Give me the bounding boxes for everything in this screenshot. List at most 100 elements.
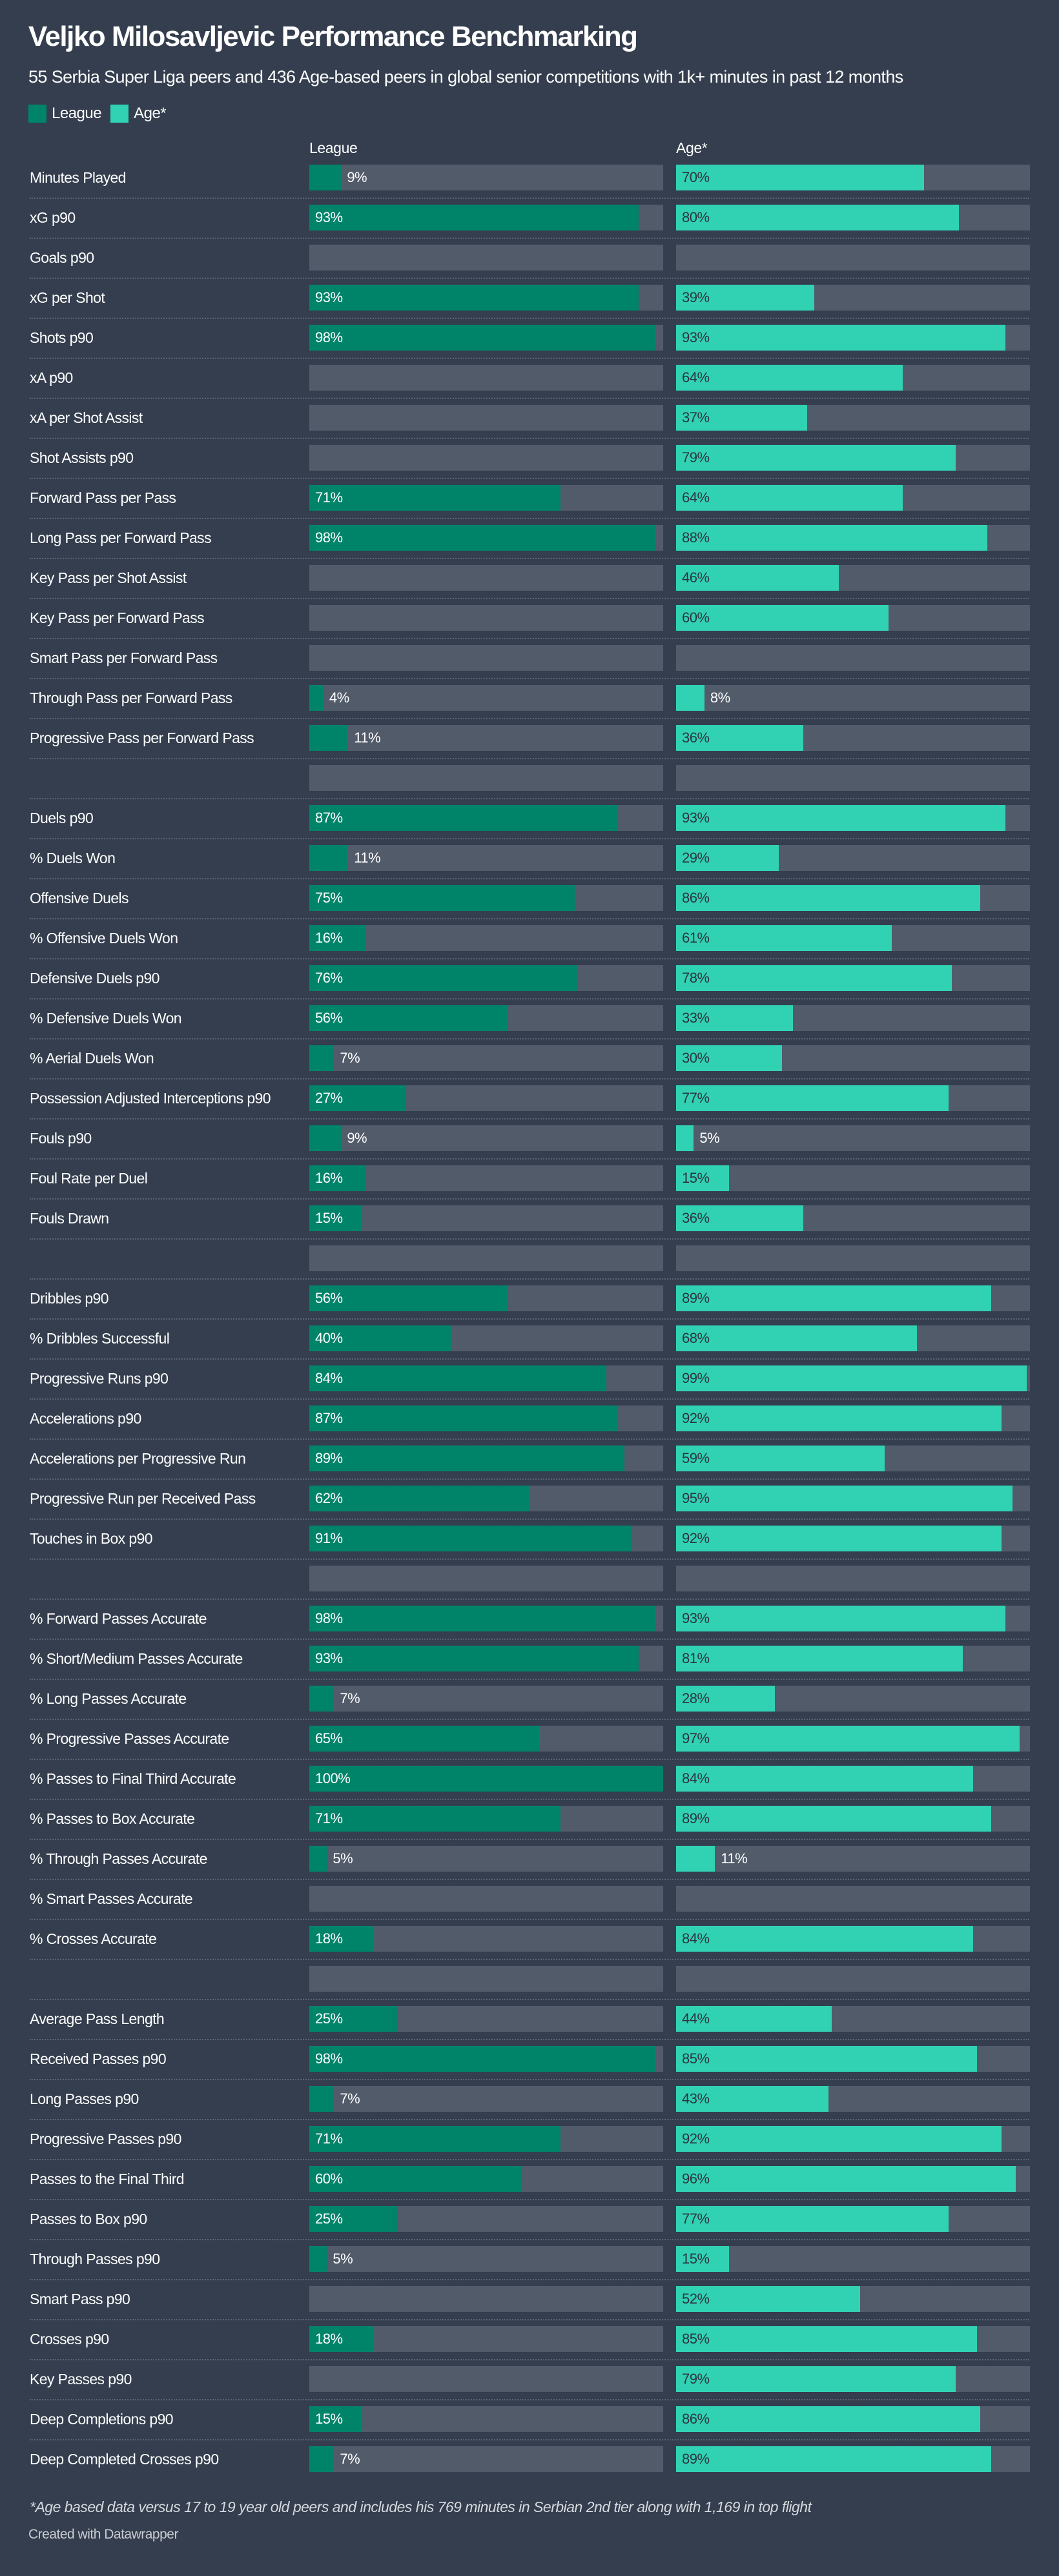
league-bar <box>309 2446 334 2472</box>
age-bar-track: 80% <box>676 205 1030 230</box>
age-value-label: 5% <box>699 1130 720 1146</box>
table-row: Shots p90 98% 93% <box>0 325 1059 365</box>
league-value-label: 65% <box>315 1730 343 1746</box>
league-bar-track: 9% <box>309 165 663 190</box>
row-divider <box>30 998 1029 999</box>
league-bar-track: 4% <box>309 685 663 711</box>
table-row: Long Passes p90 7% 43% <box>0 2086 1059 2126</box>
table-row: Possession Adjusted Interceptions p90 27%… <box>0 1085 1059 1125</box>
league-bar-track: 93% <box>309 205 663 230</box>
age-bar <box>676 205 960 230</box>
age-bar <box>676 1726 1020 1752</box>
age-value-label: 95% <box>682 1490 710 1506</box>
table-row: Deep Completed Crosses p90 7% 89% <box>0 2446 1059 2486</box>
age-bar-track: 89% <box>676 1285 1030 1311</box>
age-value-label: 46% <box>682 569 710 586</box>
age-bar-track: 99% <box>676 1365 1030 1391</box>
legend-item-league: League <box>28 105 102 123</box>
credit: Created with Datawrapper <box>28 2527 178 2542</box>
age-bar-track <box>676 1966 1030 1992</box>
chart-title: Veljko Milosavljevic Performance Benchma… <box>28 21 638 52</box>
league-bar-track <box>309 365 663 391</box>
row-label: % Duels Won <box>30 850 116 866</box>
table-row: Progressive Runs p90 84% 99% <box>0 1365 1059 1406</box>
age-bar <box>676 405 807 431</box>
age-value-label: 36% <box>682 730 710 746</box>
row-label: % Forward Passes Accurate <box>30 1610 207 1627</box>
row-label: Smart Pass per Forward Pass <box>30 649 218 666</box>
row-label: Goals p90 <box>30 249 94 266</box>
row-label: Touches in Box p90 <box>30 1530 153 1547</box>
chart-subtitle: 55 Serbia Super Liga peers and 436 Age-b… <box>28 67 903 87</box>
league-value-label: 27% <box>315 1090 343 1106</box>
league-bar-track: 7% <box>309 2446 663 2472</box>
row-label: % Through Passes Accurate <box>30 1850 207 1867</box>
age-bar-track: 43% <box>676 2086 1030 2112</box>
row-label: % Crosses Accurate <box>30 1930 157 1947</box>
row-label: Smart Pass p90 <box>30 2291 130 2307</box>
table-row: % Progressive Passes Accurate 65% 97% <box>0 1726 1059 1766</box>
league-bar <box>309 2406 363 2432</box>
age-value-label: 77% <box>682 1090 710 1106</box>
age-bar <box>676 2286 860 2312</box>
league-bar <box>309 1365 607 1391</box>
age-value-label: 39% <box>682 289 710 305</box>
age-bar-track: 84% <box>676 1766 1030 1792</box>
table-row: Passes to Box p90 25% 77% <box>0 2206 1059 2246</box>
age-bar-track: 95% <box>676 1486 1030 1511</box>
age-bar <box>676 365 903 391</box>
table-row: % Passes to Box Accurate 71% 89% <box>0 1806 1059 1846</box>
league-value-label: 84% <box>315 1370 343 1386</box>
age-value-label: 93% <box>682 1610 710 1626</box>
league-bar-track: 65% <box>309 1726 663 1752</box>
row-divider <box>30 1559 1029 1560</box>
age-value-label: 60% <box>682 609 710 626</box>
row-label: Average Pass Length <box>30 2010 165 2027</box>
row-label: Shot Assists p90 <box>30 449 134 466</box>
row-divider <box>30 318 1029 319</box>
age-bar <box>676 805 1005 831</box>
league-bar-track <box>309 2366 663 2392</box>
age-bar <box>676 1806 991 1832</box>
row-label: % Smart Passes Accurate <box>30 1890 193 1907</box>
league-value-label: 9% <box>347 169 367 185</box>
row-label: Shots p90 <box>30 329 94 346</box>
league-bar-track: 56% <box>309 1285 663 1311</box>
row-divider <box>30 2039 1029 2040</box>
age-bar-track: 52% <box>676 2286 1030 2312</box>
league-bar <box>309 1285 508 1311</box>
age-value-label: 33% <box>682 1010 710 1026</box>
bar-rows: Minutes Played 9% 70% xG p90 93% 80% Goals p90… <box>0 165 1059 2486</box>
row-label: Deep Completed Crosses p90 <box>30 2451 219 2468</box>
row-divider <box>30 358 1029 359</box>
league-bar-track: 7% <box>309 1045 663 1071</box>
row-label: % Passes to Final Third Accurate <box>30 1770 236 1787</box>
row-divider <box>30 198 1029 199</box>
row-label: xA per Shot Assist <box>30 409 143 426</box>
league-bar-track: 71% <box>309 2126 663 2152</box>
age-bar-track: 61% <box>676 925 1030 951</box>
age-bar-track: 8% <box>676 685 1030 711</box>
table-row <box>0 1245 1059 1285</box>
league-bar-track: 75% <box>309 885 663 911</box>
league-bar <box>309 1606 657 1631</box>
league-value-label: 15% <box>315 1210 343 1226</box>
table-row: % Short/Medium Passes Accurate 93% 81% <box>0 1646 1059 1686</box>
age-bar <box>676 1325 917 1351</box>
age-bar-track <box>676 1886 1030 1912</box>
league-value-label: 7% <box>340 2090 360 2107</box>
table-row: Fouls Drawn 15% 36% <box>0 1205 1059 1245</box>
row-label: Key Pass per Forward Pass <box>30 609 205 626</box>
age-value-label: 84% <box>682 1770 710 1786</box>
age-bar <box>676 1846 715 1872</box>
row-divider <box>30 1959 1029 1960</box>
row-divider <box>30 438 1029 439</box>
age-bar <box>676 1446 885 1471</box>
age-bar-track: 81% <box>676 1646 1030 1671</box>
row-divider <box>30 1799 1029 1800</box>
age-bar <box>676 565 839 591</box>
age-bar <box>676 1045 783 1071</box>
legend-item-age: Age* <box>110 105 167 123</box>
league-bar <box>309 965 579 991</box>
age-bar <box>676 2126 1002 2152</box>
